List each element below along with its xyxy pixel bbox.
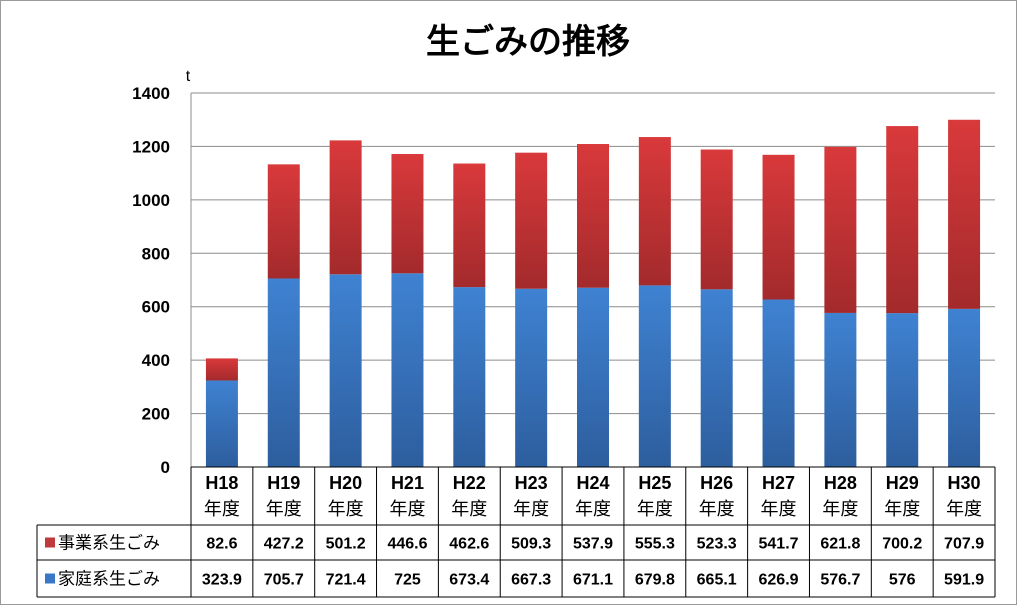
data-label-household: 626.9 — [759, 572, 799, 589]
data-label-household: 725 — [394, 572, 421, 589]
legend-swatch-household — [45, 573, 55, 584]
x-tick-label-suffix: 年度 — [575, 499, 611, 520]
x-tick-label-suffix: 年度 — [389, 499, 425, 520]
data-label-household: 665.1 — [697, 572, 737, 589]
y-tick-label: 400 — [142, 351, 170, 370]
x-tick-label: H27 — [762, 473, 795, 493]
x-tick-label-suffix: 年度 — [699, 499, 735, 520]
x-tick-label-suffix: 年度 — [451, 499, 487, 520]
data-label-household: 576 — [889, 572, 916, 589]
x-tick-label-suffix: 年度 — [328, 499, 364, 520]
legend-label-business: 事業系生ごみ — [58, 534, 160, 554]
x-tick-label: H26 — [700, 473, 733, 493]
data-label-household: 667.3 — [511, 572, 551, 589]
data-label-business: 446.6 — [387, 536, 427, 553]
bar-household — [329, 274, 362, 467]
data-label-household: 721.4 — [326, 572, 366, 589]
data-label-business: 427.2 — [264, 536, 304, 553]
bar-business — [577, 144, 609, 288]
y-tick-label: 1400 — [132, 84, 170, 103]
y-tick-label: 200 — [142, 405, 170, 424]
bar-business — [391, 154, 424, 274]
data-label-business: 700.2 — [882, 536, 922, 553]
bar-household — [824, 312, 857, 467]
x-tick-label: H24 — [576, 473, 609, 493]
bar-business — [515, 152, 548, 289]
data-label-household: 576.7 — [820, 572, 860, 589]
data-label-household: 591.9 — [944, 572, 984, 589]
data-label-household: 671.1 — [573, 572, 613, 589]
x-tick-label: H29 — [886, 473, 919, 493]
bar-business — [453, 163, 486, 288]
x-tick-label: H23 — [515, 473, 548, 493]
bar-household — [453, 287, 486, 467]
bar-business — [886, 126, 919, 314]
y-tick-label: 600 — [142, 298, 170, 317]
data-label-household: 705.7 — [264, 572, 304, 589]
x-tick-label-suffix: 年度 — [637, 499, 673, 520]
x-tick-label: H19 — [267, 473, 300, 493]
y-tick-label: 1000 — [132, 191, 170, 210]
data-label-business: 621.8 — [820, 536, 860, 553]
data-label-business: 82.6 — [206, 536, 237, 553]
y-tick-label: 800 — [142, 244, 170, 263]
x-tick-label: H28 — [824, 473, 857, 493]
x-tick-label-suffix: 年度 — [884, 499, 920, 520]
legend-swatch-business — [45, 537, 55, 548]
x-tick-label-suffix: 年度 — [513, 499, 549, 520]
data-label-business: 555.3 — [635, 536, 675, 553]
x-tick-label-suffix: 年度 — [822, 499, 858, 520]
data-label-household: 673.4 — [449, 572, 489, 589]
x-tick-label: H18 — [205, 473, 238, 493]
data-label-business: 537.9 — [573, 536, 613, 553]
bar-household — [762, 299, 795, 467]
legend-label-household: 家庭系生ごみ — [58, 570, 160, 590]
x-tick-label-suffix: 年度 — [266, 499, 302, 520]
bar-business — [824, 146, 857, 313]
bar-household — [577, 287, 609, 467]
bar-business — [205, 358, 238, 381]
bar-business — [329, 140, 362, 275]
y-tick-label: 1200 — [132, 137, 170, 156]
bar-household — [205, 380, 238, 467]
bar-layer — [205, 119, 981, 467]
x-tick-label-suffix: 年度 — [946, 499, 982, 520]
data-table: H18 年度 H19 年度 H20 年度 H21 年度 H22 年度 H23 年度 H24 年度 H25 年度… — [36, 466, 996, 598]
chart-title: 生ごみの推移 — [426, 22, 630, 62]
y-axis-unit: t — [186, 68, 191, 85]
bar-household — [638, 285, 671, 467]
bar-business — [762, 154, 795, 300]
bar-business — [267, 164, 300, 279]
bar-household — [267, 278, 300, 467]
data-label-household: 679.8 — [635, 572, 675, 589]
bar-business — [700, 149, 733, 290]
bar-business — [948, 119, 981, 309]
data-label-household: 323.9 — [202, 572, 242, 589]
bar-household — [886, 313, 919, 467]
x-tick-label: H21 — [391, 473, 424, 493]
data-label-business: 523.3 — [697, 536, 737, 553]
x-tick-label: H20 — [329, 473, 362, 493]
x-tick-label-suffix: 年度 — [761, 499, 797, 520]
bar-business — [638, 137, 671, 286]
bar-household — [700, 289, 733, 467]
bar-household — [948, 308, 981, 467]
x-tick-label: H22 — [453, 473, 486, 493]
data-label-business: 501.2 — [326, 536, 366, 553]
data-label-business: 509.3 — [511, 536, 551, 553]
x-tick-label: H25 — [638, 473, 671, 493]
bar-household — [515, 288, 548, 467]
y-tick-label: 0 — [161, 458, 170, 477]
data-label-business: 462.6 — [449, 536, 489, 553]
x-tick-label-suffix: 年度 — [204, 499, 240, 520]
bar-household — [391, 273, 424, 467]
x-tick-label: H30 — [948, 473, 981, 493]
data-label-business: 541.7 — [759, 536, 799, 553]
data-label-business: 707.9 — [944, 536, 984, 553]
grid-layer: 0 200 400 600 800 1000 1200 1400 — [132, 84, 995, 477]
